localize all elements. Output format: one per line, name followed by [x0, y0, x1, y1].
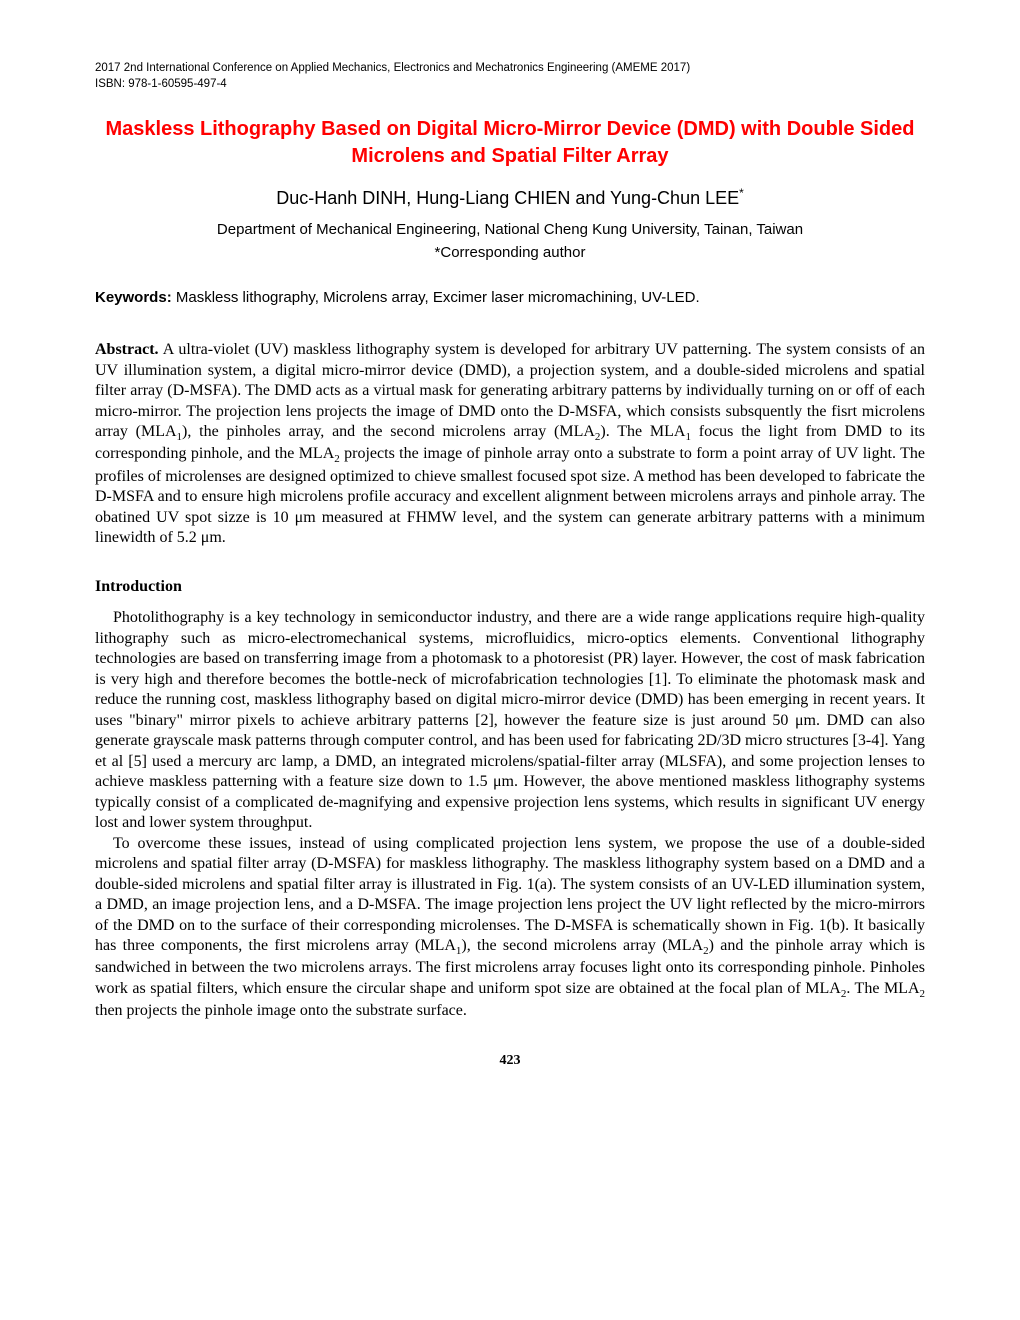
paper-title: Maskless Lithography Based on Digital Mi…	[95, 116, 925, 170]
keywords-text: Maskless lithography, Microlens array, E…	[172, 289, 700, 306]
author-superscript: *	[739, 186, 744, 200]
keywords-label: Keywords:	[95, 289, 172, 306]
isbn: ISBN: 978-1-60595-497-4	[95, 76, 925, 92]
corresponding-author: *Corresponding author	[95, 244, 925, 261]
conference-header: 2017 2nd International Conference on App…	[95, 60, 925, 92]
introduction-heading: Introduction	[95, 578, 925, 596]
abstract-section: Abstract. A ultra-violet (UV) maskless l…	[95, 340, 925, 548]
para2-sub-4: 2	[920, 988, 926, 1000]
page-number: 423	[95, 1053, 925, 1069]
keywords-section: Keywords: Maskless lithography, Microlen…	[95, 289, 925, 306]
intro-para-1: Photolithography is a key technology in …	[95, 608, 925, 833]
intro-para-2: To overcome these issues, instead of usi…	[95, 834, 925, 1022]
affiliation: Department of Mechanical Engineering, Na…	[95, 221, 925, 238]
abstract-text-3: ). The MLA	[600, 423, 685, 440]
abstract-label: Abstract.	[95, 341, 159, 358]
para2-text-2: ), the second microlens array (MLA	[461, 937, 703, 954]
conference-name: 2017 2nd International Conference on App…	[95, 60, 925, 76]
author-names: Duc-Hanh DINH, Hung-Liang CHIEN and Yung…	[276, 188, 739, 208]
abstract-text-2: ), the pinholes array, and the second mi…	[182, 423, 595, 440]
para2-text-4: . The MLA	[846, 980, 919, 997]
authors: Duc-Hanh DINH, Hung-Liang CHIEN and Yung…	[95, 186, 925, 209]
para2-text-5: then projects the pinhole image onto the…	[95, 1002, 467, 1019]
